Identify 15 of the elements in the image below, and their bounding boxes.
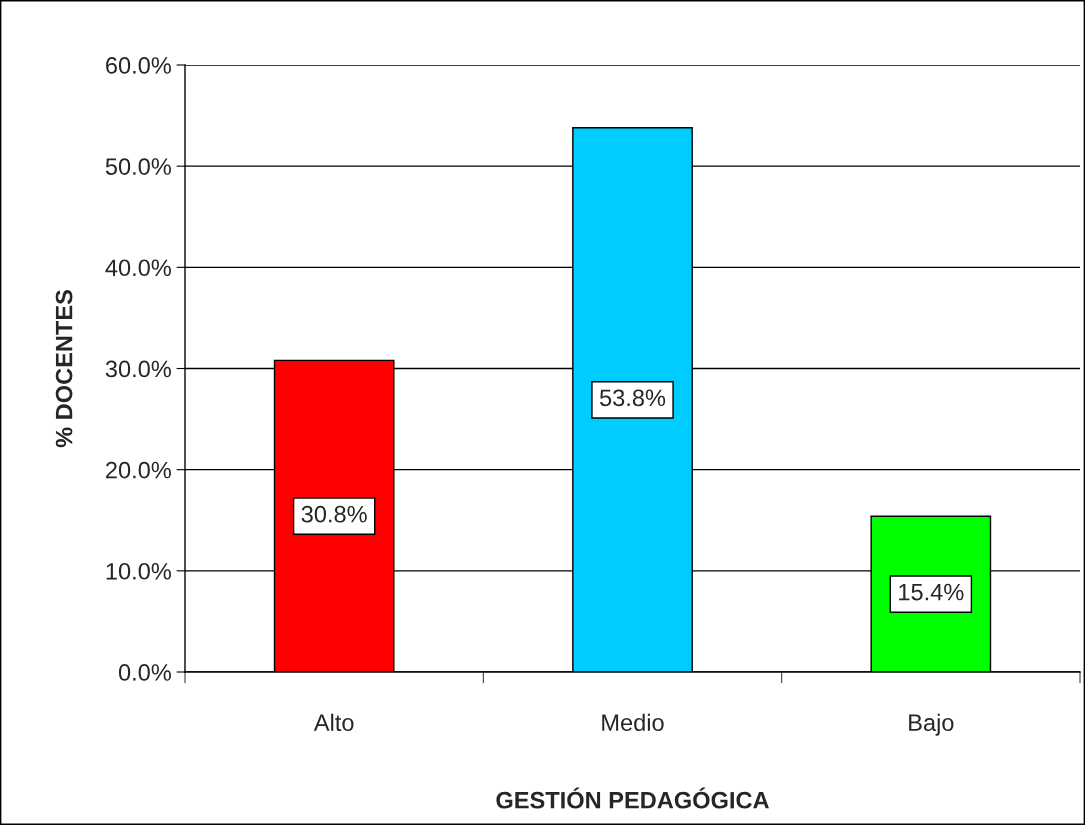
y-tick-label: 60.0% <box>106 57 171 74</box>
x-tick-label: Bajo <box>909 713 954 736</box>
data-label: 15.4% <box>899 583 964 601</box>
y-tick-label: 10.0% <box>106 562 171 580</box>
y-tick-label: 30.0% <box>105 360 171 378</box>
y-axis-title: % DOCENTES <box>55 290 73 448</box>
x-axis-title: GESTIÓN PEDAGÓGICA <box>496 787 769 809</box>
x-tick-label: Alto <box>313 713 354 732</box>
y-tick-label: 50.0% <box>105 158 171 175</box>
y-tick-label: 40.0% <box>105 259 171 277</box>
y-tick-label: 0.0% <box>118 664 171 681</box>
data-label: 53.8% <box>599 389 666 407</box>
x-tick-label: Medio <box>602 713 664 732</box>
y-tick-label: 20.0% <box>106 461 171 479</box>
data-label: 30.8% <box>301 505 367 523</box>
